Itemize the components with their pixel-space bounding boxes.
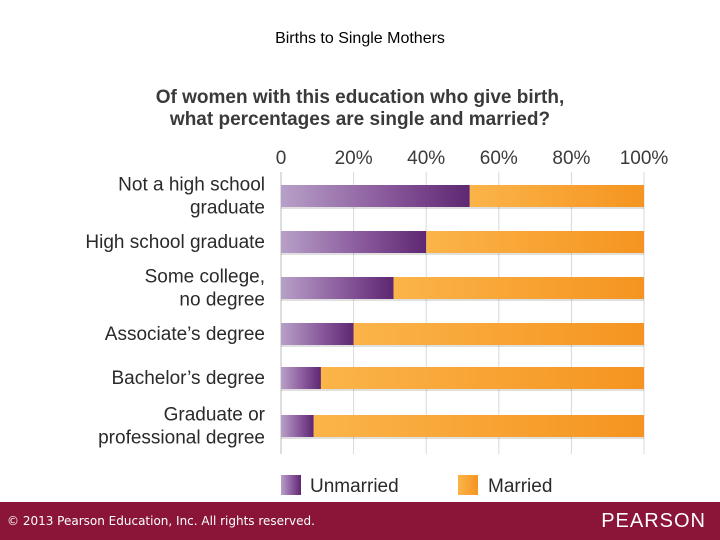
chart-title-line: what percentages are single and married?	[169, 109, 550, 130]
x-tick-label: 60%	[480, 148, 518, 169]
bar-married	[313, 415, 644, 437]
legend-swatch-unmarried	[281, 475, 301, 495]
bar-unmarried	[281, 185, 470, 207]
bar-married	[426, 231, 644, 253]
chart: Of women with this education who give bi…	[85, 87, 669, 497]
chart-title-line: Of women with this education who give bi…	[156, 87, 565, 108]
copyright-text: © 2013 Pearson Education, Inc. All right…	[7, 514, 315, 528]
category-label: graduate	[190, 198, 265, 219]
category-label: Bachelor’s degree	[111, 368, 265, 389]
x-tick-label: 20%	[335, 148, 373, 169]
pearson-logo: PEARSON	[601, 510, 706, 532]
category-label: Associate’s degree	[105, 324, 265, 345]
category-label: no degree	[179, 290, 265, 311]
bar-unmarried	[281, 323, 354, 345]
category-label: Graduate or	[164, 405, 266, 426]
footer-bar: © 2013 Pearson Education, Inc. All right…	[0, 502, 720, 540]
x-tick-label: 100%	[620, 148, 669, 169]
x-tick-label: 80%	[552, 148, 590, 169]
category-label: professional degree	[98, 428, 265, 449]
x-tick-label: 40%	[407, 148, 445, 169]
category-label: Not a high school	[118, 175, 265, 196]
bar-married	[469, 185, 644, 207]
bar-married	[320, 367, 644, 389]
category-label: High school graduate	[85, 232, 265, 253]
legend-swatch-married	[458, 475, 478, 495]
bar-married	[353, 323, 644, 345]
bar-unmarried	[281, 231, 427, 253]
category-label: Some college,	[145, 267, 265, 288]
bar-unmarried	[281, 367, 321, 389]
slide-title: Births to Single Mothers	[275, 30, 445, 47]
x-tick-label: 0	[276, 148, 287, 169]
bar-unmarried	[281, 415, 314, 437]
legend-label-married: Married	[488, 476, 552, 497]
bar-married	[393, 277, 644, 299]
bar-unmarried	[281, 277, 394, 299]
legend-label-unmarried: Unmarried	[310, 476, 399, 497]
